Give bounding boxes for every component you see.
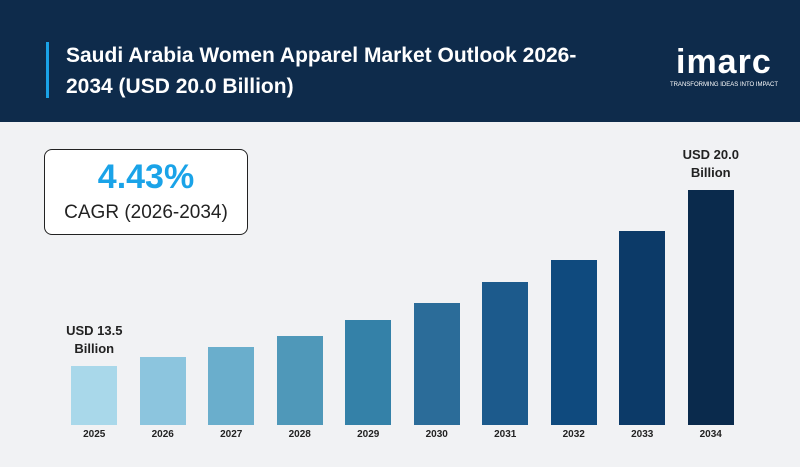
bar <box>413 303 460 425</box>
bar <box>71 365 118 425</box>
x-tick-label: 2027 <box>220 429 243 440</box>
bar <box>550 260 597 425</box>
value-label: USD 20.0 Billion <box>682 147 739 180</box>
x-tick-label: 2033 <box>631 429 654 440</box>
x-tick-label: 2025 <box>83 429 106 440</box>
bar <box>139 357 186 425</box>
x-tick-label: 2030 <box>425 429 448 440</box>
x-tick-label: 2034 <box>699 429 722 440</box>
accent-line <box>46 42 49 98</box>
header: Saudi Arabia Women Apparel Market Outloo… <box>0 0 800 122</box>
cagr-label: CAGR (2026-2034) <box>64 202 228 223</box>
bar <box>208 346 255 425</box>
logo-tagline: TRANSFORMING IDEAS INTO IMPACT <box>669 82 779 88</box>
x-tick-label: 2026 <box>151 429 174 440</box>
cagr-value: 4.43% <box>97 158 195 196</box>
x-tick-label: 2028 <box>288 429 311 440</box>
bar <box>276 335 323 425</box>
x-tick-label: 2032 <box>562 429 585 440</box>
chart-title: Saudi Arabia Women Apparel Market Outloo… <box>66 44 577 98</box>
bar <box>482 281 529 425</box>
value-label: USD 13.5 Billion <box>66 322 123 356</box>
x-tick-label: 2031 <box>494 429 517 440</box>
bar <box>687 190 734 425</box>
bar <box>345 319 392 425</box>
bar <box>619 230 666 425</box>
cagr-box: 4.43% CAGR (2026-2034) <box>44 149 248 235</box>
logo: imarc <box>676 43 772 81</box>
x-tick-label: 2029 <box>357 429 380 440</box>
